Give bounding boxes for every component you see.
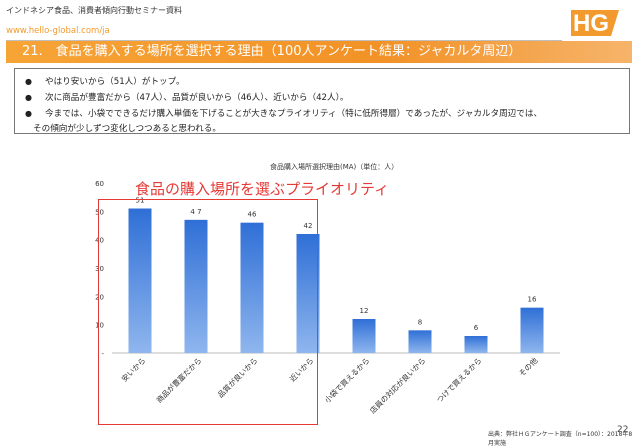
bullet-dot-icon: ●: [25, 109, 32, 118]
source-note: 出典：弊社ＨＧアンケート調査（n=100）：2018年8月実施: [488, 431, 633, 447]
highlight-box: [98, 199, 318, 425]
header-subtitle: インドネシア食品、消費者傾向行動セミナー資料: [6, 6, 182, 15]
category-label: 小袋で買えるから: [322, 355, 371, 404]
category-label: つけで買えるから: [435, 356, 484, 405]
data-label: 42: [304, 222, 313, 230]
y-tick-label: 20: [95, 293, 104, 301]
site-url-link[interactable]: www.hello-global.com/ja: [6, 26, 110, 36]
page-number: 22: [617, 425, 629, 435]
y-tick-label: -: [101, 350, 104, 358]
highlight-label: 食品の購入場所を選ぶプライオリティ: [135, 180, 390, 198]
page-title: 21. 食品を購入する場所を選択する理由（100人アンケート結果：ジャカルタ周辺…: [22, 44, 522, 59]
bar: [464, 336, 488, 353]
bullet-item: ● 次に商品が豊富だから（47人）、品質が良いから（46人）、近いから（42人）。: [23, 90, 621, 106]
bar: [240, 222, 264, 353]
bullet-dot-icon: ●: [25, 77, 32, 86]
bar: [352, 319, 376, 353]
bullet-item: ● 今までは、小袋でできるだけ購入単価を下げることが大きなプライオリティ（特に低所…: [23, 106, 621, 122]
header-divider: [6, 40, 562, 41]
data-label: 12: [360, 307, 369, 315]
summary-box: ● やはり安いから（51人）がトップ。 ● 次に商品が豊富だから（47人）、品質が良…: [14, 68, 630, 134]
bar: [184, 219, 208, 353]
bullet-item: ● やはり安いから（51人）がトップ。: [23, 74, 621, 90]
logo-text: HG: [573, 10, 609, 37]
bar: [296, 234, 320, 353]
chart-title: 食品購入場所選択理由(MA)（単位：人）: [270, 163, 399, 171]
data-label: 6: [474, 324, 479, 332]
data-label: 4 7: [190, 208, 201, 216]
y-tick-label: 50: [95, 208, 104, 216]
data-label: 8: [418, 318, 422, 326]
bar: [408, 330, 432, 353]
hg-logo: HG: [571, 10, 619, 37]
data-label: 51: [136, 197, 145, 205]
category-label: 店員の対応が良いから: [367, 355, 427, 415]
data-label: 16: [528, 296, 537, 304]
bar: [128, 208, 152, 353]
bar: [520, 307, 544, 353]
section-banner: 21. 食品を購入する場所を選択する理由（100人アンケート結果：ジャカルタ周辺…: [6, 41, 632, 63]
y-tick-label: 30: [95, 265, 104, 273]
y-tick-label: 10: [95, 322, 104, 330]
category-label: その他: [516, 355, 539, 378]
bullet-continuation: その傾向が少しずつ変化しつつあると思われる。: [33, 124, 221, 134]
data-label: 46: [248, 211, 257, 219]
y-tick-label: 40: [95, 237, 104, 245]
bullet-dot-icon: ●: [25, 93, 32, 102]
y-tick-label: 60: [95, 180, 104, 188]
